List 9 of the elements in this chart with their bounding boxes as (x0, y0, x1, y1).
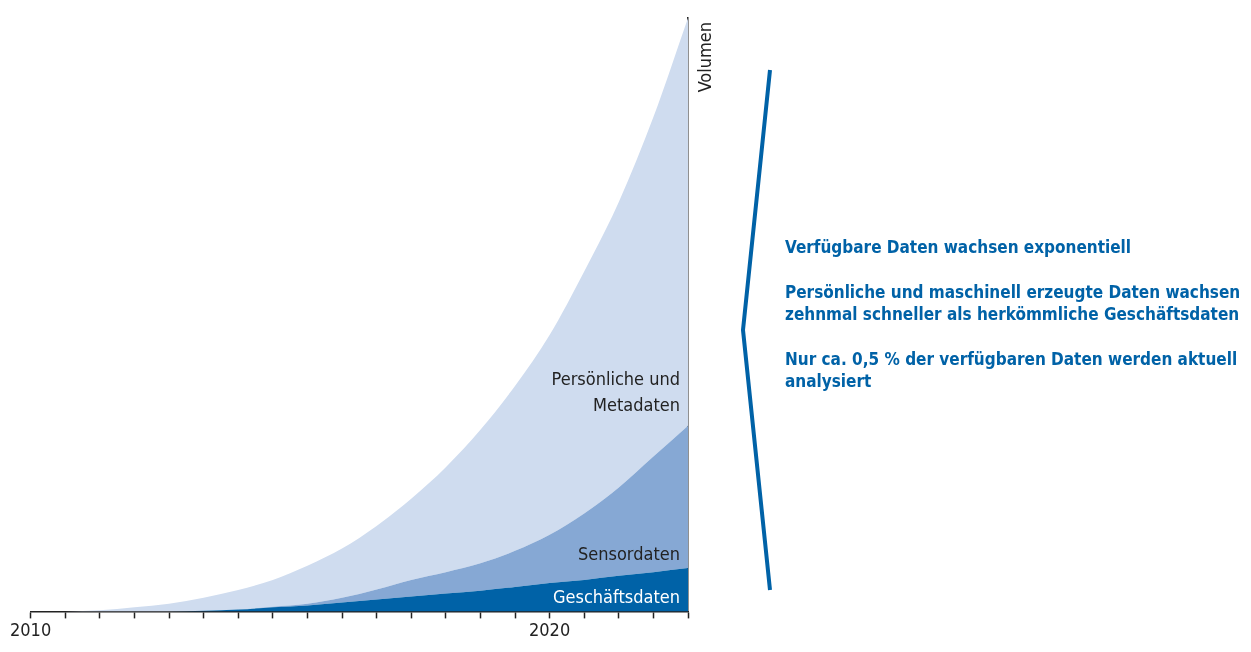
x-tick-label: 2020 (529, 618, 571, 640)
text: Nur ca. 0,5 % der verfügbaren Daten werden aktuell analysiert (785, 348, 1239, 392)
x-tick-label: 2010 (10, 618, 52, 640)
text: Persönliche und maschinell erzeugte Daten wachsen zehnmal schneller als herkömmliche Geschäftsdaten (785, 281, 1242, 325)
series-label: Sensordaten (578, 542, 680, 564)
series-label: Geschäftsdaten (553, 586, 680, 608)
y-axis-title: Volumen (693, 22, 715, 93)
text: Verfügbare Daten wachsen exponentiell (785, 236, 1133, 258)
series-label: Persönliche und Metadaten (551, 368, 680, 416)
